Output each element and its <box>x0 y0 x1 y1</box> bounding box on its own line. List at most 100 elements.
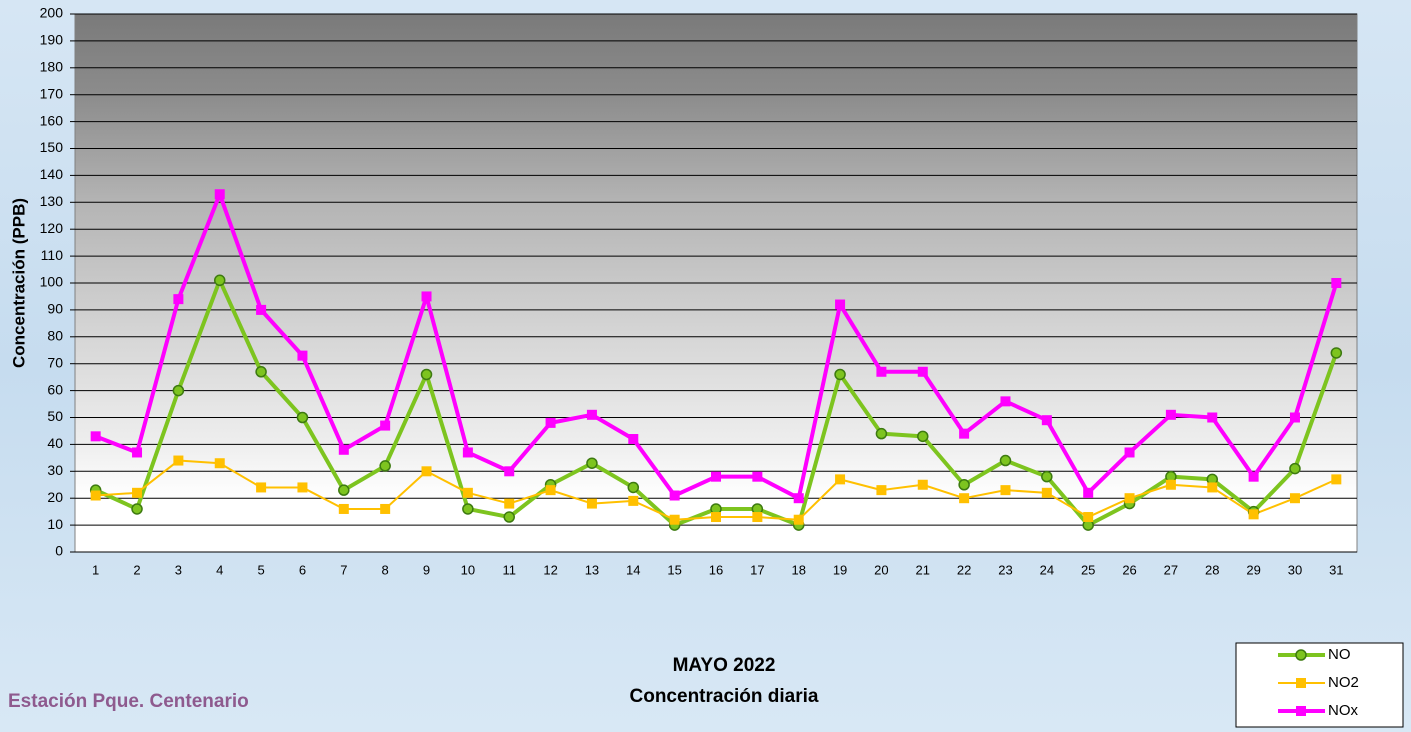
legend-label: NO2 <box>1328 674 1359 691</box>
data-point <box>1000 396 1010 406</box>
station-label: Estación Pque. Centenario <box>8 691 249 712</box>
data-point <box>173 456 183 466</box>
data-point <box>628 482 638 492</box>
data-point <box>628 434 638 444</box>
x-tick-label: 31 <box>1329 562 1343 577</box>
data-point <box>918 431 928 441</box>
y-tick-label: 110 <box>41 247 64 263</box>
y-tick-label: 100 <box>40 274 64 290</box>
data-point <box>132 504 142 514</box>
data-point <box>463 447 473 457</box>
data-point <box>1000 456 1010 466</box>
x-tick-label: 11 <box>502 562 516 577</box>
data-point <box>1249 509 1259 519</box>
y-tick-label: 20 <box>47 489 63 505</box>
data-point <box>1042 488 1052 498</box>
data-point <box>297 413 307 423</box>
data-point <box>1042 415 1052 425</box>
x-tick-label: 26 <box>1122 562 1136 577</box>
data-point <box>91 491 101 501</box>
x-tick-label: 2 <box>133 562 140 577</box>
data-point <box>918 367 928 377</box>
y-tick-label: 200 <box>40 5 64 21</box>
data-point <box>504 512 514 522</box>
data-point <box>1125 493 1135 503</box>
data-point <box>711 472 721 482</box>
x-tick-label: 5 <box>257 562 264 577</box>
x-tick-label: 16 <box>709 562 723 577</box>
y-tick-label: 140 <box>40 166 64 182</box>
data-point <box>339 504 349 514</box>
chart: Concentración (PPB) MAYO 2022 Concentrac… <box>0 0 1411 732</box>
legend-marker <box>1296 650 1306 660</box>
data-point <box>422 466 432 476</box>
data-point <box>422 369 432 379</box>
data-point <box>546 485 556 495</box>
data-point <box>1331 474 1341 484</box>
y-tick-label: 90 <box>47 301 63 317</box>
x-tick-label: 1 <box>92 562 99 577</box>
chart-title: MAYO 2022 <box>673 655 776 676</box>
data-point <box>587 410 597 420</box>
y-tick-label: 150 <box>40 139 64 155</box>
x-tick-label: 4 <box>216 562 223 577</box>
x-tick-label: 6 <box>299 562 306 577</box>
data-point <box>422 291 432 301</box>
data-point <box>173 386 183 396</box>
legend-marker <box>1296 678 1306 688</box>
data-point <box>339 445 349 455</box>
y-tick-label: 190 <box>40 32 64 48</box>
data-point <box>959 493 969 503</box>
x-tick-label: 19 <box>833 562 847 577</box>
data-point <box>1000 485 1010 495</box>
data-point <box>835 474 845 484</box>
x-tick-label: 25 <box>1081 562 1095 577</box>
data-point <box>959 429 969 439</box>
x-tick-label: 20 <box>874 562 888 577</box>
data-point <box>1249 472 1259 482</box>
data-point <box>297 482 307 492</box>
data-point <box>215 189 225 199</box>
data-point <box>339 485 349 495</box>
data-point <box>380 421 390 431</box>
data-point <box>91 431 101 441</box>
x-tick-label: 27 <box>1164 562 1178 577</box>
x-tick-label: 10 <box>461 562 475 577</box>
data-point <box>670 491 680 501</box>
legend-label: NOx <box>1328 702 1359 719</box>
legend-label: NO <box>1328 646 1351 663</box>
data-point <box>1166 410 1176 420</box>
data-point <box>876 429 886 439</box>
data-point <box>587 458 597 468</box>
x-tick-label: 15 <box>667 562 681 577</box>
data-point <box>959 480 969 490</box>
data-point <box>504 499 514 509</box>
data-point <box>132 447 142 457</box>
data-point <box>587 499 597 509</box>
data-point <box>835 300 845 310</box>
x-tick-label: 3 <box>175 562 182 577</box>
y-tick-label: 180 <box>40 59 64 75</box>
data-point <box>380 504 390 514</box>
x-tick-label: 8 <box>382 562 389 577</box>
data-point <box>752 512 762 522</box>
y-tick-label: 120 <box>40 220 64 236</box>
y-tick-label: 60 <box>47 381 63 397</box>
data-point <box>1290 413 1300 423</box>
data-point <box>504 466 514 476</box>
y-tick-label: 170 <box>40 85 64 101</box>
y-tick-label: 0 <box>55 543 63 559</box>
data-point <box>670 515 680 525</box>
x-tick-label: 23 <box>998 562 1012 577</box>
data-point <box>918 480 928 490</box>
x-tick-label: 29 <box>1246 562 1260 577</box>
data-point <box>1331 348 1341 358</box>
y-tick-label: 160 <box>40 112 64 128</box>
data-point <box>256 367 266 377</box>
data-point <box>1331 278 1341 288</box>
data-point <box>132 488 142 498</box>
x-tick-label: 9 <box>423 562 430 577</box>
data-point <box>546 418 556 428</box>
y-tick-label: 130 <box>40 193 64 209</box>
y-tick-label: 40 <box>47 435 63 451</box>
